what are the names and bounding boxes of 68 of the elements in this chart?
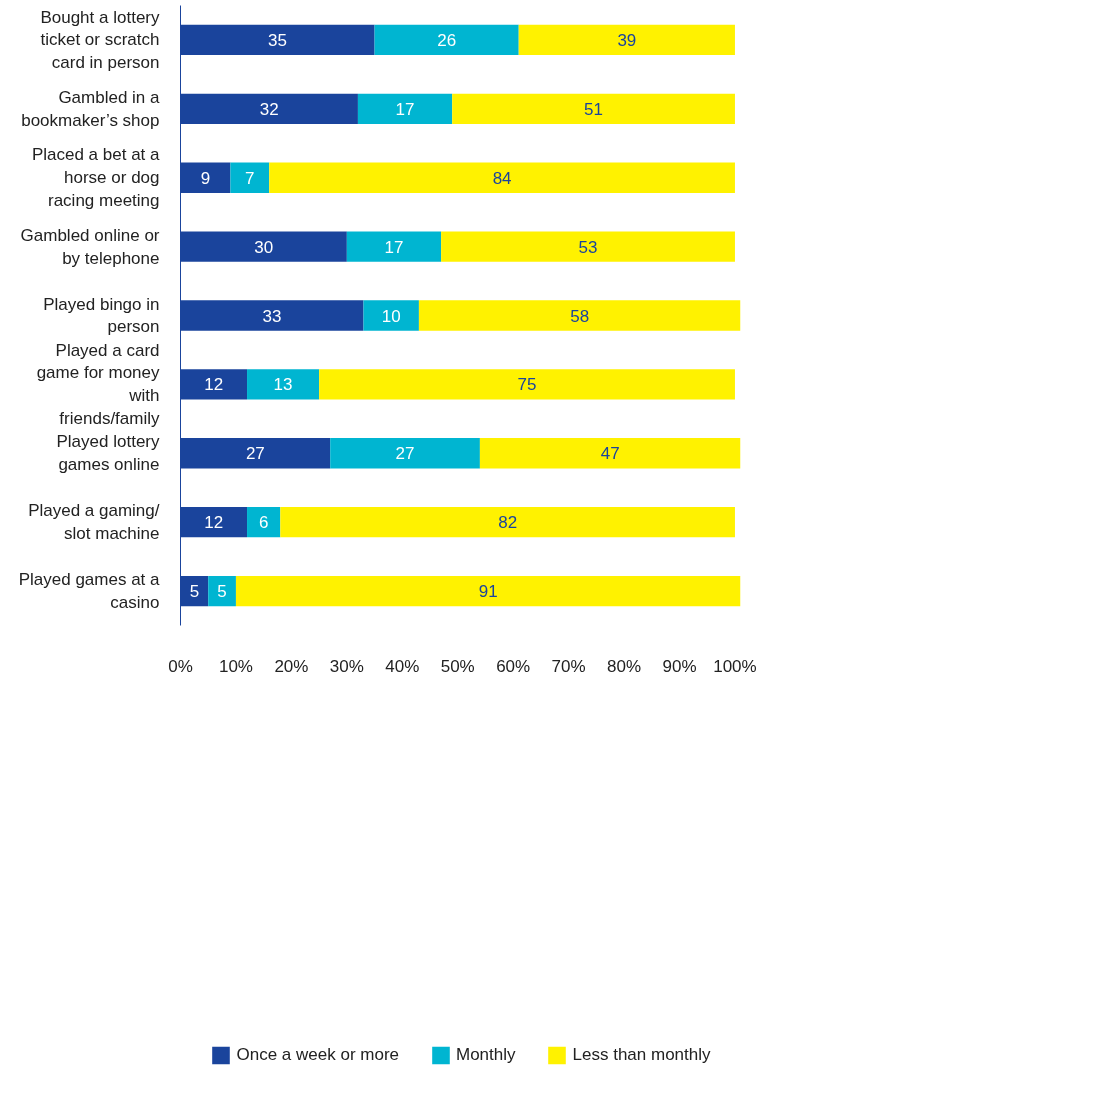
bar — [363, 300, 419, 331]
data-label: 84 — [492, 168, 512, 188]
y-tick-label: Bought a lottery ticket or scratch card in person — [40, 7, 160, 73]
x-tick-label: 20% — [274, 656, 309, 676]
bar — [230, 162, 270, 193]
x-tick-label: 40% — [385, 656, 420, 676]
x-tick-label: 30% — [329, 656, 364, 676]
y-tick-label: Gambled online or by telephone — [20, 225, 160, 268]
data-label: 7 — [245, 168, 255, 188]
legend-label: Less than monthly — [572, 1045, 711, 1065]
data-label: 53 — [578, 237, 598, 257]
data-label: 5 — [217, 582, 227, 602]
data-label: 17 — [384, 237, 404, 257]
data-label: 27 — [245, 444, 265, 464]
y-tick-label: Gambled in a bookmaker’s shop — [21, 87, 161, 130]
data-label: 17 — [395, 99, 415, 119]
y-tick-label: Played a card game for money with friends/family — [36, 340, 160, 429]
legend-label: Monthly — [456, 1045, 516, 1065]
x-tick-label: 90% — [662, 656, 697, 676]
data-label: 10 — [381, 306, 401, 326]
bar — [319, 369, 735, 400]
bar — [418, 300, 741, 331]
data-label: 12 — [204, 375, 224, 395]
bar — [208, 575, 236, 607]
y-tick-label: Played a gaming/ slot machine — [28, 501, 160, 544]
bar — [479, 438, 741, 469]
data-label: 26 — [437, 30, 457, 50]
data-label: 51 — [584, 99, 604, 119]
data-label: 12 — [204, 513, 224, 533]
data-label: 33 — [262, 306, 282, 326]
data-label: 13 — [273, 375, 293, 395]
bar — [357, 93, 453, 124]
bar — [269, 162, 735, 193]
data-label: 91 — [478, 582, 498, 602]
x-tick-label: 70% — [551, 656, 586, 676]
x-tick-label: 50% — [440, 656, 475, 676]
bar — [247, 507, 281, 538]
bar — [330, 438, 480, 469]
x-tick-label: 80% — [607, 656, 642, 676]
y-tick-label: Placed a bet at a horse or dog racing meeting — [31, 145, 161, 211]
data-label: 82 — [498, 513, 518, 533]
y-tick-label: Played lottery games online — [56, 432, 160, 475]
bar — [374, 24, 519, 56]
data-label: 39 — [617, 30, 637, 50]
x-tick-label: 0% — [168, 656, 193, 676]
bar — [280, 507, 735, 538]
bar — [441, 231, 735, 262]
bar — [346, 231, 442, 262]
legend-label: Once a week or more — [236, 1045, 400, 1065]
bar — [518, 24, 735, 56]
y-tick-label: Played bingo in person — [43, 294, 160, 337]
data-label: 58 — [570, 306, 590, 326]
x-tick-label: 60% — [496, 656, 531, 676]
data-label: 9 — [200, 168, 211, 188]
x-tick-label: 100% — [713, 656, 757, 676]
data-label: 27 — [395, 444, 415, 464]
data-label: 5 — [189, 582, 200, 602]
data-label: 32 — [259, 99, 279, 119]
data-label: 6 — [258, 513, 269, 533]
bar — [452, 93, 735, 124]
bar — [235, 575, 741, 607]
y-tick-label: Played games at a casino — [18, 570, 161, 612]
x-tick-label: 10% — [218, 656, 253, 676]
data-label: 75 — [517, 375, 537, 395]
data-label: 35 — [268, 30, 287, 50]
data-label: 30 — [254, 237, 274, 257]
bar — [247, 369, 320, 400]
data-label: 47 — [600, 444, 620, 464]
